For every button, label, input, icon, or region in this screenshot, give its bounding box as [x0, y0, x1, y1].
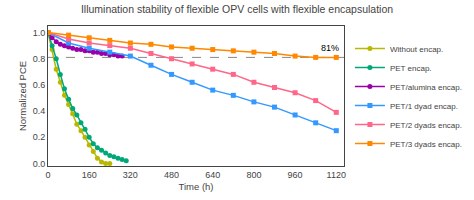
- svg-text:Without encap.: Without encap.: [390, 45, 443, 54]
- svg-text:320: 320: [123, 170, 138, 180]
- svg-text:PET encap.: PET encap.: [390, 64, 432, 73]
- svg-text:Time (h): Time (h): [178, 181, 213, 192]
- svg-text:0.0: 0.0: [33, 159, 46, 169]
- svg-text:0: 0: [45, 170, 50, 180]
- svg-text:0.8: 0.8: [33, 54, 46, 64]
- svg-text:PET/3 dyads encap.: PET/3 dyads encap.: [390, 140, 462, 149]
- svg-text:0.2: 0.2: [33, 132, 46, 142]
- svg-text:0.4: 0.4: [33, 106, 46, 116]
- svg-text:640: 640: [205, 170, 220, 180]
- svg-text:800: 800: [246, 170, 261, 180]
- svg-text:Illumination stability of flex: Illumination stability of flexible OPV c…: [81, 3, 393, 15]
- svg-text:0.6: 0.6: [33, 80, 46, 90]
- svg-text:1.0: 1.0: [33, 28, 46, 38]
- svg-text:1120: 1120: [327, 170, 346, 180]
- svg-text:81%: 81%: [321, 43, 339, 53]
- svg-text:160: 160: [82, 170, 97, 180]
- svg-text:PET/alumina encap.: PET/alumina encap.: [390, 83, 462, 92]
- svg-text:PET/2 dyads encap.: PET/2 dyads encap.: [390, 121, 462, 130]
- svg-text:480: 480: [164, 170, 179, 180]
- svg-text:960: 960: [288, 170, 303, 180]
- svg-text:Normalized PCE: Normalized PCE: [17, 61, 28, 131]
- svg-text:PET/1 dyad encap.: PET/1 dyad encap.: [390, 102, 458, 111]
